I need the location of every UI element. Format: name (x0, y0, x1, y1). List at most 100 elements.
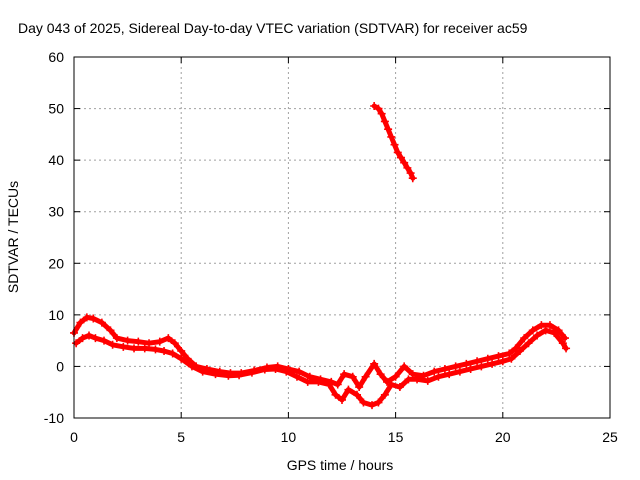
series-trace (71, 314, 568, 390)
data-point (112, 334, 121, 343)
data-point (524, 339, 533, 348)
data-point (168, 349, 177, 358)
data-point (520, 334, 529, 343)
y-tick-label: 10 (48, 307, 64, 323)
data-point (340, 370, 349, 379)
data-point (130, 344, 139, 353)
data-layer (70, 101, 571, 410)
data-point (383, 377, 392, 386)
data-point (76, 318, 85, 327)
data-point (100, 336, 109, 345)
data-point (554, 326, 563, 335)
data-point (303, 377, 312, 386)
data-point (511, 344, 520, 353)
y-tick-label: -10 (44, 410, 64, 426)
data-point (160, 346, 169, 355)
data-point (106, 326, 115, 335)
data-point (376, 370, 385, 379)
data-point (384, 125, 393, 134)
data-point (187, 362, 196, 371)
data-point (396, 153, 405, 162)
data-point (541, 326, 550, 335)
data-point (359, 398, 368, 407)
data-point (391, 372, 400, 381)
plot-frame (73, 56, 611, 419)
data-point (198, 367, 207, 376)
data-point (82, 313, 91, 322)
data-point (404, 375, 413, 384)
data-point (348, 372, 357, 381)
data-point (408, 174, 417, 183)
data-point (119, 342, 128, 351)
data-point (488, 359, 497, 368)
x-tick-label: 20 (495, 429, 511, 445)
data-point (331, 390, 340, 399)
data-point (370, 101, 379, 110)
data-point (406, 169, 415, 178)
data-point (123, 336, 132, 345)
y-tick-label: 60 (48, 49, 64, 65)
data-point (498, 357, 507, 366)
data-point (292, 372, 301, 381)
data-point (537, 321, 546, 330)
data-point (325, 380, 334, 389)
data-point (72, 339, 81, 348)
data-point (390, 140, 399, 149)
data-point (177, 346, 186, 355)
data-point (108, 340, 117, 349)
data-point (395, 383, 404, 392)
data-point (361, 372, 370, 381)
data-point (533, 331, 542, 340)
data-point (368, 401, 377, 410)
x-tick-label: 10 (281, 429, 297, 445)
data-point (380, 390, 389, 399)
data-point (140, 344, 149, 353)
data-point (355, 383, 364, 392)
data-point (235, 371, 244, 380)
chart-title: Day 043 of 2025, Sidereal Day-to-day VTE… (18, 20, 528, 36)
data-point (97, 318, 106, 327)
data-point (85, 331, 94, 340)
data-point (528, 326, 537, 335)
data-point (562, 344, 571, 353)
data-point (314, 377, 323, 386)
data-point (466, 365, 475, 374)
data-point (151, 345, 160, 354)
data-point (89, 314, 98, 323)
data-point (507, 354, 516, 363)
data-point (145, 339, 154, 348)
y-tick-label: 50 (48, 101, 64, 117)
data-point (550, 328, 559, 337)
data-point (440, 365, 449, 374)
data-point (170, 339, 179, 348)
data-point (434, 372, 443, 381)
x-tick-label: 25 (602, 429, 618, 445)
data-point (494, 352, 503, 361)
data-point (164, 334, 173, 343)
data-point (134, 337, 143, 346)
data-point (344, 385, 353, 394)
data-point (271, 365, 280, 374)
data-point (560, 334, 569, 343)
data-point (247, 368, 256, 377)
data-point (545, 321, 554, 330)
data-point (483, 354, 492, 363)
data-point (177, 354, 186, 363)
x-tick-label: 15 (388, 429, 404, 445)
data-point (423, 376, 432, 385)
data-point (211, 370, 220, 379)
y-tick-label: 20 (48, 255, 64, 271)
data-point (387, 132, 396, 141)
data-point (78, 334, 87, 343)
grid (74, 57, 610, 418)
data-point (455, 367, 464, 376)
data-point (505, 349, 514, 358)
data-point (400, 362, 409, 371)
data-point (387, 380, 396, 389)
data-point (400, 158, 409, 167)
data-point (155, 337, 164, 346)
data-point (353, 390, 362, 399)
data-point (377, 109, 386, 118)
data-point (477, 362, 486, 371)
